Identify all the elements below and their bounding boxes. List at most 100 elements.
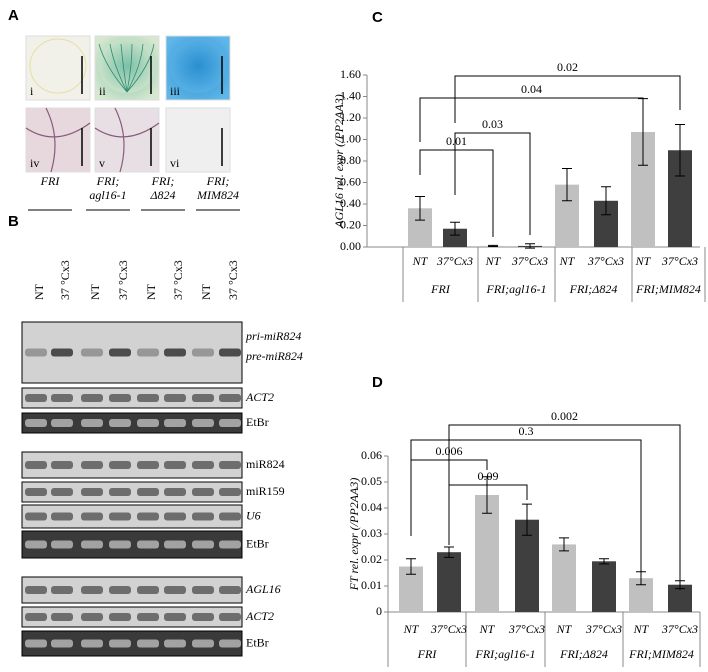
band: [109, 639, 131, 648]
error-bar: [599, 558, 609, 565]
panel-label: D: [372, 374, 383, 391]
band: [219, 512, 241, 521]
blot-label: pri-miR824: [245, 329, 301, 343]
y-tick-label: 0.03: [361, 526, 382, 540]
y-axis-label: FT rel. expr (/PP2AA3): [347, 478, 361, 592]
x-sub-label: NT: [485, 254, 502, 268]
band: [192, 394, 214, 402]
band: [51, 419, 73, 427]
significance-label: 0.01: [446, 134, 467, 148]
band: [25, 488, 47, 496]
band: [137, 639, 159, 648]
band: [192, 512, 214, 521]
x-sub-label: 37°Cx3: [661, 254, 698, 268]
genotype-label: FRI;: [206, 174, 230, 188]
y-tick-label: 0.02: [361, 552, 382, 566]
significance-label: 0.02: [557, 60, 578, 74]
blot-label: U6: [246, 508, 261, 522]
band: [164, 461, 186, 469]
band: [81, 613, 103, 621]
band: [164, 540, 186, 549]
vein: [126, 43, 155, 93]
image-label: i: [30, 84, 34, 98]
blot-label: AGL16: [245, 582, 281, 596]
significance-bracket: [419, 97, 644, 142]
x-category-label: FRI: [430, 282, 451, 296]
band: [51, 348, 73, 357]
y-tick-label: 0.80: [340, 153, 361, 167]
band: [109, 394, 131, 402]
band: [25, 512, 47, 521]
band: [25, 419, 47, 427]
blot: [21, 606, 243, 628]
blot: [21, 387, 243, 409]
band: [192, 613, 214, 621]
y-tick-label: 0.20: [340, 217, 361, 231]
error-bar: [406, 558, 416, 575]
band: [164, 613, 186, 621]
panel-label: C: [372, 9, 383, 26]
lane-label: 37 °Cx3: [116, 260, 130, 300]
tissue: [94, 107, 160, 173]
band: [51, 540, 73, 549]
lane-label: 37 °Cx3: [171, 260, 185, 300]
tissue: [25, 107, 91, 173]
lane-label: NT: [32, 283, 46, 300]
image-tile: [25, 107, 91, 173]
y-axis-label: AGL16 rel. expr (/PP2AA3): [332, 94, 346, 229]
x-sub-label: 37°Cx3: [436, 254, 473, 268]
error-bar: [444, 546, 454, 558]
y-tick-label: 0.06: [361, 448, 382, 462]
lane-label: NT: [88, 283, 102, 300]
band: [192, 461, 214, 469]
band: [109, 586, 131, 594]
band: [219, 540, 241, 549]
significance-bracket: [410, 439, 642, 585]
panel-label: B: [8, 213, 19, 230]
band: [109, 348, 131, 357]
y-tick-label: 1.20: [340, 110, 361, 124]
band: [164, 586, 186, 594]
vein: [109, 43, 128, 93]
bar: [592, 561, 616, 612]
x-sub-label: NT: [479, 622, 496, 636]
x-category-label: FRI;Δ824: [569, 282, 618, 296]
image-tile: [165, 107, 231, 173]
band: [81, 348, 103, 357]
band: [25, 540, 47, 549]
vein: [98, 43, 128, 93]
x-sub-label: 37°Cx3: [511, 254, 548, 268]
vein: [120, 43, 128, 93]
band: [81, 394, 103, 402]
error-bar: [522, 503, 532, 536]
y-tick-label: 1.00: [340, 131, 361, 145]
blot: [21, 412, 243, 434]
blot-label: miR159: [246, 484, 285, 498]
y-tick-label: 0.40: [340, 196, 361, 210]
y-tick-label: 1.40: [340, 88, 361, 102]
band: [109, 613, 131, 621]
band: [219, 639, 241, 648]
band: [25, 461, 47, 469]
band: [81, 488, 103, 496]
band: [219, 419, 241, 427]
significance-bracket: [448, 424, 681, 590]
band: [137, 461, 159, 469]
band: [51, 512, 73, 521]
band: [137, 586, 159, 594]
significance-label: 0.04: [521, 82, 542, 96]
error-bar: [450, 221, 460, 236]
significance-bracket: [454, 75, 681, 123]
band: [137, 613, 159, 621]
leaf: [99, 39, 155, 93]
band: [219, 394, 241, 402]
y-tick-label: 0.04: [361, 500, 382, 514]
bar: [552, 544, 576, 612]
leaf: [29, 38, 87, 94]
lane-label: NT: [199, 283, 213, 300]
y-tick-label: 0.01: [361, 578, 382, 592]
error-bar: [415, 195, 425, 221]
x-category-label: FRI;Δ824: [559, 647, 608, 661]
bar: [443, 228, 467, 247]
image-label: v: [99, 156, 105, 170]
